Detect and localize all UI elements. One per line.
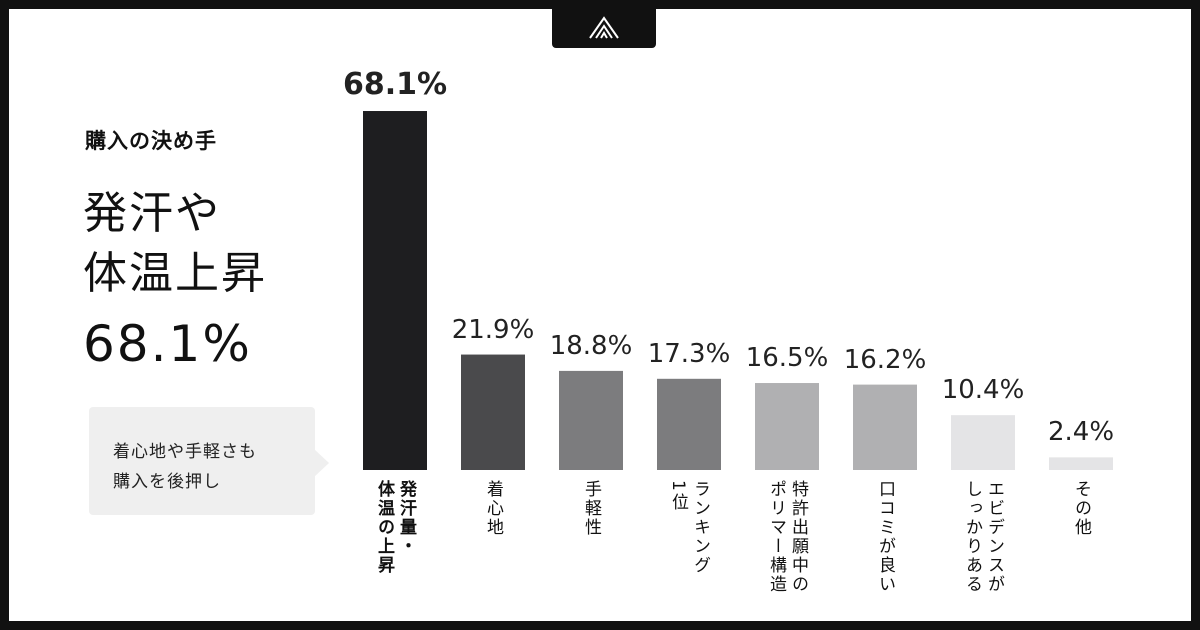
bar <box>951 415 1015 470</box>
value-label: 2.4% <box>1047 417 1115 448</box>
value-label: 18.8% <box>549 330 633 361</box>
logo-tab <box>552 9 656 48</box>
bar <box>1049 457 1113 470</box>
speech-bubble <box>89 407 315 515</box>
bubble-text: 着心地や手軽さも <box>113 442 257 462</box>
bar <box>657 378 721 470</box>
category-label: その他 <box>1071 480 1091 537</box>
headline: 68.1% <box>83 315 252 373</box>
category-label: エビデンスが しっかりある <box>962 480 1004 594</box>
value-label: 17.3% <box>647 338 731 369</box>
value-label: 16.2% <box>843 344 927 375</box>
category-label: 特許出願中の ポリマー構造 <box>766 480 808 594</box>
category-label: 発汗量・ 体温の上昇 <box>374 480 416 575</box>
category-label: 口コミが良い <box>875 480 895 594</box>
value-label: 21.9% <box>451 314 535 345</box>
bar <box>461 354 525 470</box>
bubble-text: 購入を後押し <box>113 472 221 492</box>
bubble-tail <box>314 449 329 477</box>
headline: 発汗や <box>83 188 221 239</box>
value-label: 10.4% <box>941 375 1025 406</box>
value-label: 68.1% <box>342 67 448 103</box>
logo <box>589 16 619 39</box>
intro-title: 購入の決め手 <box>85 129 217 153</box>
bar <box>559 370 623 470</box>
category-label: ランキング 1位 <box>668 480 710 575</box>
value-label: 16.5% <box>745 343 829 374</box>
bar <box>363 111 427 470</box>
chart <box>363 111 1113 470</box>
bar <box>755 383 819 470</box>
category-label: 着心地 <box>483 480 503 537</box>
headline: 体温上昇 <box>83 248 267 299</box>
category-label: 手軽性 <box>581 480 601 537</box>
bar <box>853 384 917 470</box>
